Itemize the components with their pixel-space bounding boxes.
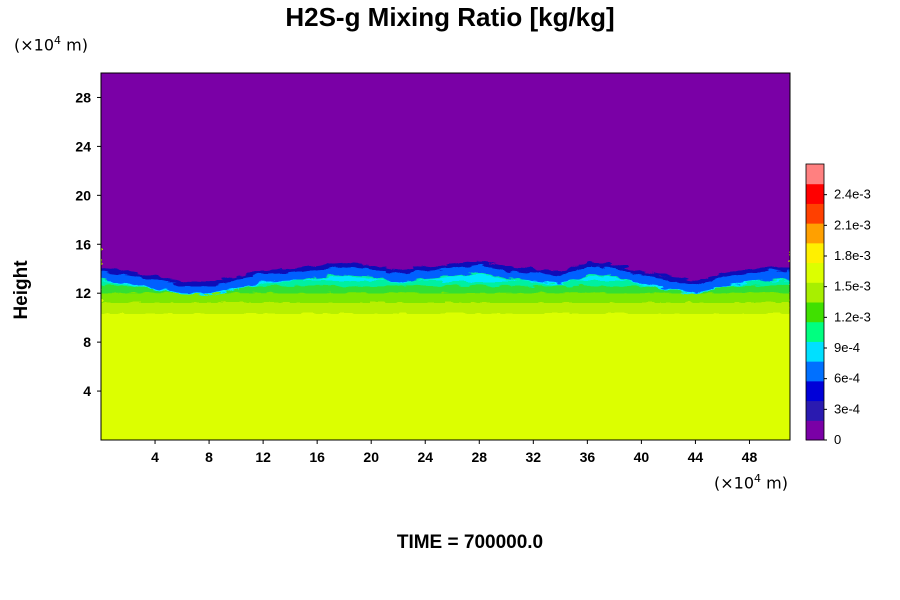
x-tick-label: 24 xyxy=(417,449,433,465)
colorbar-tick-label: 0 xyxy=(834,432,841,447)
y-tick-label: 12 xyxy=(75,285,91,301)
colorbar-swatch xyxy=(806,321,824,342)
colorbar-swatch xyxy=(806,282,824,303)
colorbar-tick-label: 1.2e-3 xyxy=(834,309,871,324)
colorbar-swatch xyxy=(806,223,824,244)
transition-band-5 xyxy=(101,273,790,296)
upper-atmosphere-fill xyxy=(101,73,790,245)
colorbar-tick-label: 1.8e-3 xyxy=(834,248,871,263)
y-axis-ticks: 4 8 12 16 20 24 28 xyxy=(75,89,101,399)
x-tick-label: 20 xyxy=(363,449,379,465)
x-axis-unit: (×104 m) xyxy=(714,472,788,493)
x-axis-ticks: 4 8 12 16 20 24 28 32 36 40 44 48 xyxy=(151,440,757,465)
x-tick-label: 4 xyxy=(151,449,159,465)
x-tick-label: 48 xyxy=(742,449,758,465)
colorbar-frame xyxy=(805,163,825,441)
colorbar-swatch xyxy=(806,361,824,382)
x-tick-label: 28 xyxy=(471,449,487,465)
y-tick-label: 28 xyxy=(75,89,91,105)
interface-edge xyxy=(101,259,790,287)
colorbar-tick-label: 9e-4 xyxy=(834,340,860,355)
colorbar-swatch xyxy=(806,242,824,264)
colorbar-swatch xyxy=(806,302,824,323)
colorbar-tick-label: 2.1e-3 xyxy=(834,217,871,232)
colorbar: 0 3e-4 6e-4 9e-4 1.2e-3 1.5e-3 1.8e-3 2.1e-3 2.4… xyxy=(805,163,871,447)
x-tick-label: 44 xyxy=(688,449,704,465)
colorbar-tick-label: 6e-4 xyxy=(834,371,860,386)
x-tick-label: 40 xyxy=(634,449,650,465)
colorbar-swatch xyxy=(806,400,824,421)
x-tick-label: 12 xyxy=(255,449,271,465)
colorbar-swatch xyxy=(806,203,824,224)
y-axis-unit: (×104 m) xyxy=(14,34,88,55)
y-tick-label: 24 xyxy=(75,138,91,154)
x-tick-label: 8 xyxy=(205,449,213,465)
x-tick-label: 32 xyxy=(526,449,542,465)
colorbar-swatch xyxy=(806,341,824,362)
y-tick-label: 20 xyxy=(75,187,91,203)
x-tick-label: 36 xyxy=(580,449,596,465)
colorbar-swatch xyxy=(806,164,824,185)
colorbar-tick-label: 1.5e-3 xyxy=(834,279,871,294)
colorbar-swatch xyxy=(806,380,824,402)
y-tick-label: 16 xyxy=(75,236,91,252)
time-label: TIME = 700000.0 xyxy=(396,532,544,553)
chart-title: H2S-g Mixing Ratio [kg/kg] xyxy=(285,2,615,32)
plot-frame xyxy=(100,72,791,441)
plot-area xyxy=(101,73,790,440)
colorbar-swatch xyxy=(806,262,824,283)
x-tick-label: 16 xyxy=(309,449,325,465)
interface-rim xyxy=(101,261,790,295)
colorbar-tick-label: 3e-4 xyxy=(834,401,860,416)
colorbar-swatch xyxy=(806,183,824,204)
colorbar-swatch xyxy=(806,420,824,441)
y-tick-label: 4 xyxy=(83,383,91,399)
y-tick-label: 8 xyxy=(83,334,91,350)
colorbar-tick-label: 2.4e-3 xyxy=(834,187,871,202)
